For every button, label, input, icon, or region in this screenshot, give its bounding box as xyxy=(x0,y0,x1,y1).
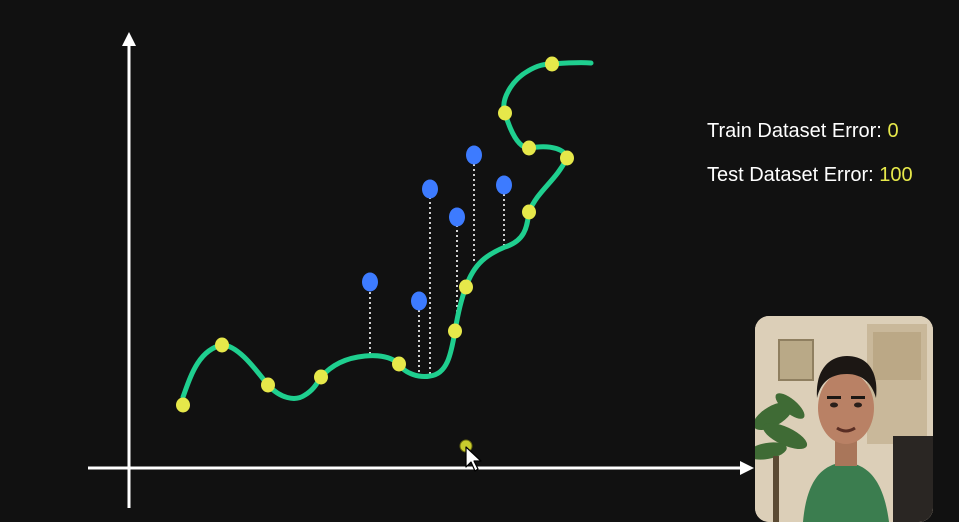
train-points xyxy=(176,56,574,413)
train-point xyxy=(314,369,328,385)
train-point xyxy=(261,377,275,393)
train-error-label: Train Dataset Error: xyxy=(707,120,882,142)
test-points xyxy=(362,145,512,311)
train-point xyxy=(560,150,574,166)
presenter-face xyxy=(818,372,874,444)
presenter-webcam xyxy=(755,316,933,522)
webcam-frame xyxy=(778,339,814,381)
test-point xyxy=(449,207,465,227)
test-error-label: Test Dataset Error: xyxy=(707,164,874,186)
train-error-row: Train Dataset Error: 0 xyxy=(707,121,913,141)
train-point xyxy=(392,356,406,372)
overfit-curve xyxy=(180,60,594,401)
error-lines xyxy=(369,164,505,374)
train-point xyxy=(545,56,559,72)
test-point xyxy=(466,145,482,165)
presenter-mouth xyxy=(836,426,856,433)
test-point xyxy=(422,179,438,199)
train-point xyxy=(176,397,190,413)
train-point xyxy=(498,105,512,121)
error-stats-panel: Train Dataset Error: 0 Test Dataset Erro… xyxy=(707,121,913,209)
presenter-eye-left xyxy=(830,402,838,408)
train-point xyxy=(522,204,536,220)
test-point xyxy=(496,175,512,195)
presenter-hair xyxy=(816,356,877,398)
train-point xyxy=(459,279,473,295)
train-error-value: 0 xyxy=(887,120,899,142)
axes xyxy=(88,32,754,508)
y-axis-arrow xyxy=(122,32,136,46)
x-axis-arrow xyxy=(740,461,754,475)
presenter-shirt xyxy=(803,462,889,522)
cursor-arrow xyxy=(465,446,482,472)
webcam-chair xyxy=(893,436,933,522)
train-point xyxy=(448,323,462,339)
test-error-value: 100 xyxy=(879,164,913,186)
train-point xyxy=(215,337,229,353)
presenter-video-frame xyxy=(755,316,933,522)
train-point xyxy=(522,140,536,156)
mouse-pointer-icon xyxy=(459,439,482,472)
presenter-eyebrow-left xyxy=(827,396,841,399)
webcam-door-panel xyxy=(873,332,921,380)
presenter-eye-right xyxy=(854,402,862,408)
presenter-neck xyxy=(835,438,857,466)
plant-icon xyxy=(755,393,808,522)
presenter-eyebrow-right xyxy=(851,396,865,399)
test-point xyxy=(411,291,427,311)
test-error-row: Test Dataset Error: 100 xyxy=(707,165,913,185)
test-point xyxy=(362,272,378,292)
